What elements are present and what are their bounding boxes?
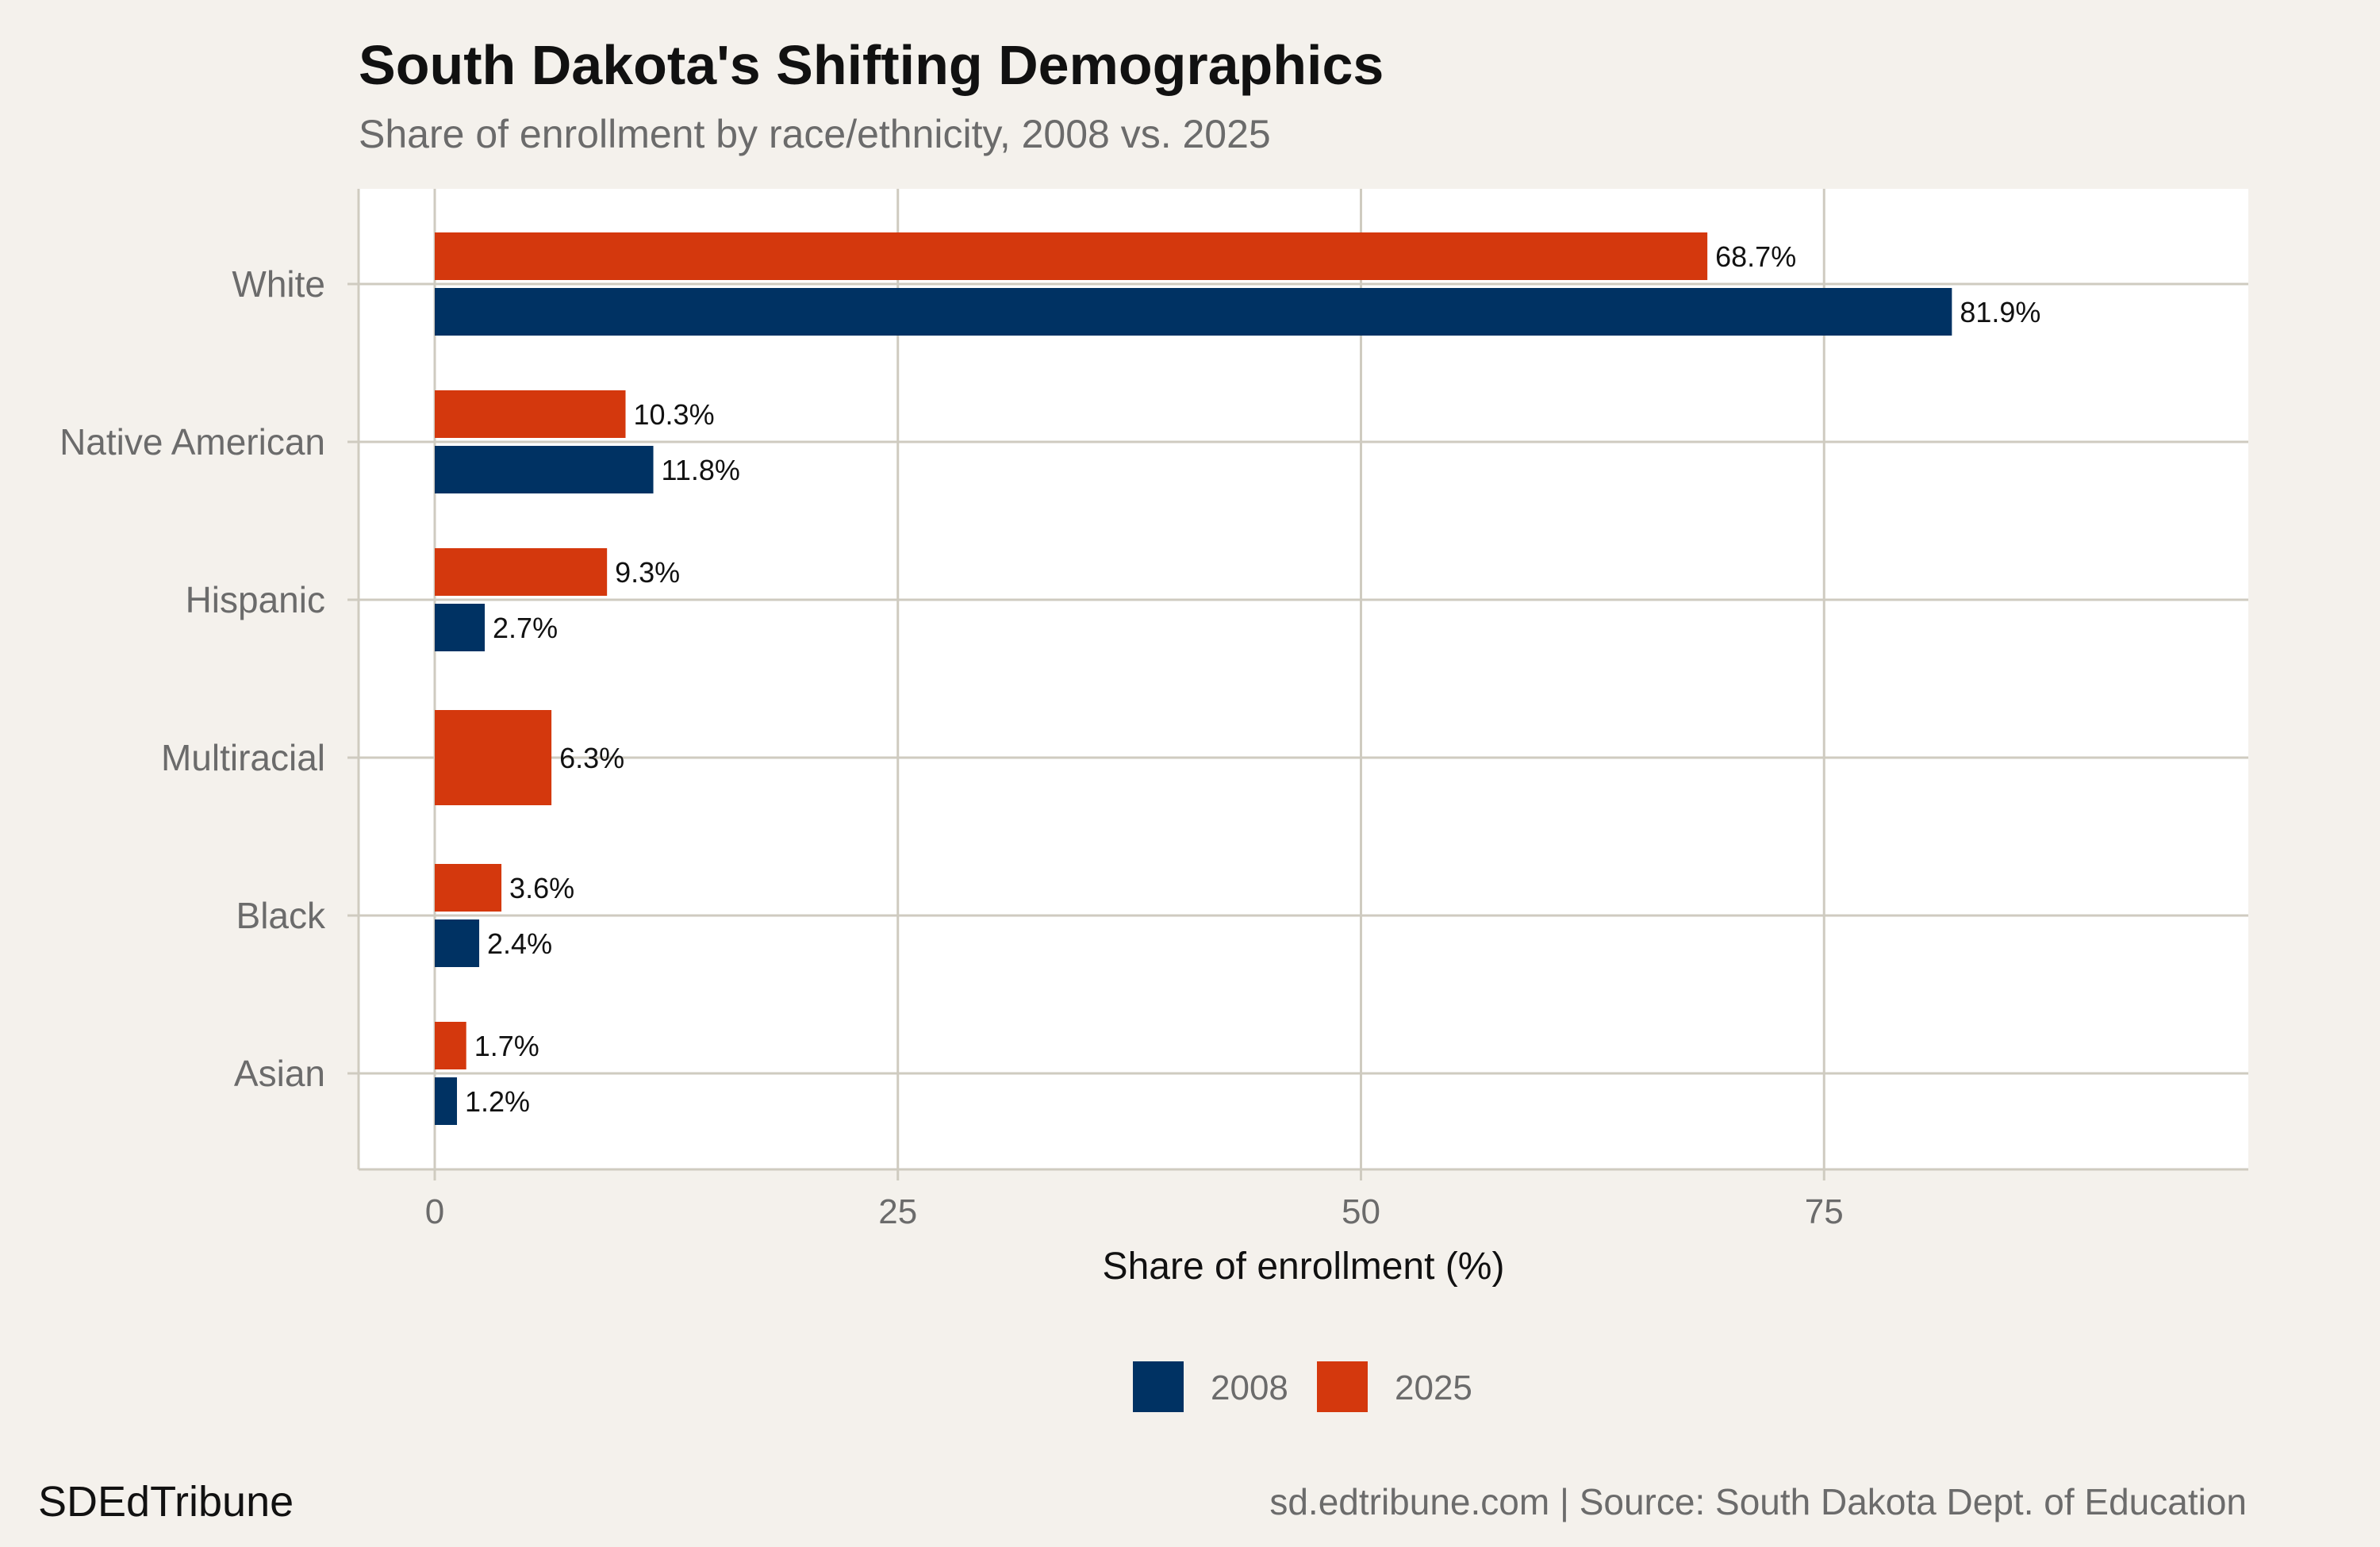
legend-label-2008: 2008 <box>1211 1368 1288 1407</box>
y-tick-labels: White Native American Hispanic Multiracial B… <box>60 263 326 1094</box>
bar-asian-2025 <box>435 1022 466 1069</box>
legend-swatch-2008 <box>1133 1361 1184 1412</box>
bar-hispanic-2025 <box>435 548 608 596</box>
bar-white-2008 <box>435 288 1952 336</box>
grid-lines <box>347 189 2248 1180</box>
chart-title: South Dakota's Shifting Demographics <box>359 34 1384 96</box>
data-label-hispanic-2008: 2.7% <box>493 612 558 644</box>
x-tick-label-75: 75 <box>1805 1192 1844 1231</box>
bar-asian-2008 <box>435 1077 458 1125</box>
legend: 2008 2025 <box>1133 1361 1472 1412</box>
bar-white-2025 <box>435 232 1708 280</box>
bar-black-2025 <box>435 864 502 912</box>
data-label-native-american-2008: 11.8% <box>662 454 740 486</box>
bar-multiracial-2025 <box>435 710 552 805</box>
bar-native-american-2025 <box>435 390 626 438</box>
bar-black-2008 <box>435 919 480 967</box>
x-tick-label-25: 25 <box>878 1192 917 1231</box>
x-axis-title: Share of enrollment (%) <box>1103 1246 1505 1288</box>
bars <box>435 232 1952 1125</box>
data-label-asian-2025: 1.7% <box>474 1030 539 1062</box>
chart-subtitle: Share of enrollment by race/ethnicity, 2… <box>359 112 1271 156</box>
data-label-hispanic-2025: 9.3% <box>615 556 680 589</box>
data-label-multiracial-2025: 6.3% <box>559 742 624 774</box>
y-tick-label-asian: Asian <box>234 1053 325 1094</box>
y-tick-label-black: Black <box>236 895 326 936</box>
data-label-native-american-2025: 10.3% <box>634 398 715 431</box>
y-tick-label-native-american: Native American <box>60 421 325 463</box>
data-label-black-2008: 2.4% <box>487 927 552 960</box>
plot-panel <box>359 189 2248 1169</box>
bar-native-american-2008 <box>435 446 654 493</box>
x-tick-label-0: 0 <box>425 1192 444 1231</box>
x-tick-label-50: 50 <box>1342 1192 1380 1231</box>
bar-hispanic-2008 <box>435 604 486 651</box>
source-note: sd.edtribune.com | Source: South Dakota … <box>1269 1481 2247 1522</box>
brand-logo-text: SDEdTribune <box>38 1478 294 1526</box>
x-tick-labels: 0 25 50 75 <box>425 1192 1844 1231</box>
data-label-white-2025: 68.7% <box>1715 240 1796 273</box>
legend-swatch-2025 <box>1317 1361 1368 1412</box>
y-tick-label-multiracial: Multiracial <box>161 737 325 778</box>
y-tick-label-hispanic: Hispanic <box>186 579 325 620</box>
data-label-black-2025: 3.6% <box>509 872 574 904</box>
legend-label-2025: 2025 <box>1395 1368 1472 1407</box>
data-labels: 68.7% 81.9% 10.3% 11.8% 9.3% 2.7% 6.3% 3.6% 2.4%… <box>465 240 2040 1118</box>
data-label-asian-2008: 1.2% <box>465 1085 530 1118</box>
data-label-white-2008: 81.9% <box>1960 296 2040 328</box>
y-tick-label-white: White <box>232 263 325 305</box>
